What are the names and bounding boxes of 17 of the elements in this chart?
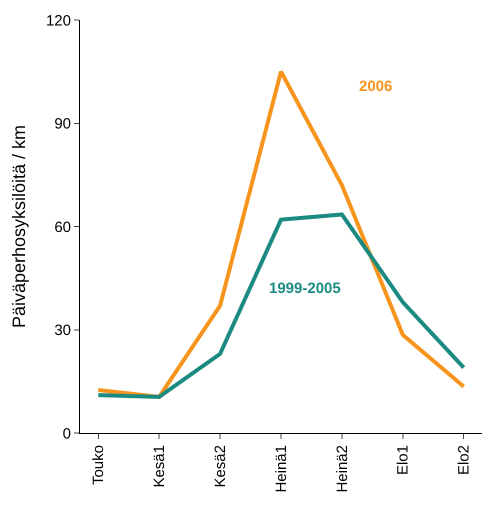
text: 2006 (359, 78, 392, 95)
y-tick-label: 60 (54, 218, 71, 236)
series-label: 1999-2005 (269, 280, 341, 297)
x-tick-label: Kesä1 (151, 445, 168, 488)
y-tick-label: 120 (46, 12, 71, 30)
y-tick-label: 90 (54, 116, 71, 132)
x-tick-label: Elo2 (456, 445, 473, 476)
x-tick-label: Elo1 (394, 445, 412, 476)
x-tick-label: Heinä1 (272, 445, 290, 493)
x-tick-label: Kesä2 (212, 445, 229, 488)
y-tick-label: 0 (62, 425, 71, 442)
x-tick-label: Touko (90, 445, 108, 486)
y-axis-title: Päiväperhosyksilöitä / km (9, 124, 30, 328)
line-series (96, 70, 466, 399)
y-tick-label: 30 (54, 322, 71, 339)
x-tick-label: Heinä2 (334, 445, 351, 493)
line-series (96, 212, 466, 399)
